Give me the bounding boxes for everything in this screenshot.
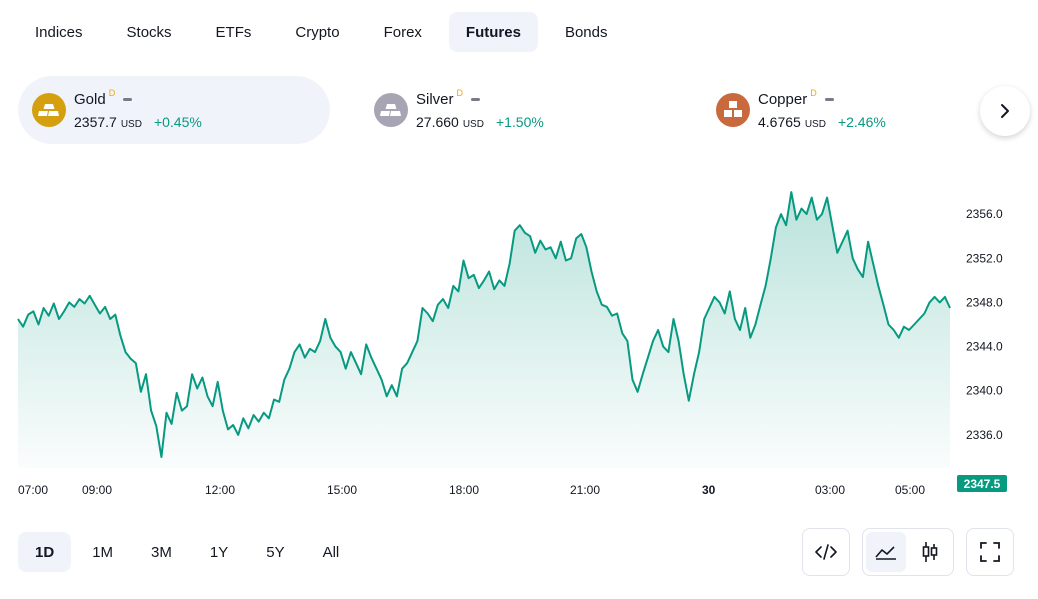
candlestick-chart-button[interactable] — [910, 532, 950, 572]
price-chart[interactable]: 2356.0 2352.0 2348.0 2344.0 2340.0 2336.0 07:0… — [0, 170, 1038, 510]
tab-stocks[interactable]: Stocks — [126, 23, 172, 41]
x-tick-label: 09:00 — [82, 483, 112, 497]
ticker-currency: USD — [120, 118, 142, 130]
ticker-card-gold[interactable]: Gold D 2357.7 USD +0.45% — [18, 76, 330, 144]
range-all-button[interactable]: All — [322, 543, 340, 561]
x-tick-label: 30 — [702, 483, 716, 497]
range-1m-button[interactable]: 1M — [92, 543, 114, 561]
tab-indices[interactable]: Indices — [35, 23, 83, 41]
range-3m-button[interactable]: 3M — [151, 543, 172, 561]
ticker-card-silver[interactable]: Silver D 27.660 USD +1.50% — [360, 76, 672, 144]
range-1d-button[interactable]: 1D — [18, 532, 72, 572]
price-line — [17, 191, 951, 458]
ticker-currency: USD — [804, 118, 826, 130]
ticker-change: +1.50% — [495, 113, 544, 130]
tab-etfs[interactable]: ETFs — [215, 23, 252, 41]
code-icon — [815, 544, 837, 560]
copper-blocks-icon — [716, 93, 750, 127]
fullscreen-icon — [980, 542, 1000, 562]
ticker-price: 2357.7 — [74, 113, 117, 130]
chart-style-toggle — [862, 528, 954, 576]
ticker-name: Silver — [416, 90, 454, 108]
x-tick-label: 21:00 — [570, 483, 600, 497]
ticker-name: Copper — [758, 90, 808, 108]
price-chart-svg: 2356.0 2352.0 2348.0 2344.0 2340.0 2336.0 07:0… — [17, 191, 1003, 497]
x-tick-label: 18:00 — [449, 483, 479, 497]
area-chart-icon — [875, 546, 896, 560]
chevron-right-icon — [1001, 104, 1009, 118]
y-tick-label: 2340.0 — [966, 384, 1003, 398]
embed-button[interactable] — [802, 528, 850, 576]
y-tick-label: 2356.0 — [966, 207, 1003, 221]
fullscreen-button[interactable] — [966, 528, 1014, 576]
silver-bars-icon — [374, 93, 408, 127]
last-price-label: 2347.5 — [957, 475, 1007, 492]
range-5y-button[interactable]: 5Y — [266, 543, 285, 561]
next-cards-button[interactable] — [980, 86, 1030, 136]
delay-badge: D — [810, 88, 817, 98]
ticker-price: 4.6765 — [758, 113, 801, 130]
tab-forex[interactable]: Forex — [383, 23, 422, 41]
price-area-fill — [18, 192, 950, 468]
delay-badge: D — [456, 88, 464, 98]
ticker-change: +2.46% — [837, 113, 886, 130]
x-tick-label: 05:00 — [895, 483, 925, 497]
ticker-card-copper[interactable]: Copper D 4.6765 USD +2.46% — [702, 76, 1014, 144]
x-tick-label: 07:00 — [18, 483, 48, 497]
ticker-cards: Gold D 2357.7 USD +0.45% Silver D 27.660 USD +… — [18, 76, 1030, 144]
tab-crypto[interactable]: Crypto — [295, 23, 340, 41]
market-tabs: Indices Stocks ETFs Crypto Forex Futures… — [18, 12, 634, 52]
ticker-currency: USD — [462, 118, 484, 130]
x-tick-label: 03:00 — [815, 483, 845, 497]
range-selector: 1D 1M 3M 1Y 5Y All — [18, 532, 360, 572]
x-tick-label: 15:00 — [327, 483, 357, 497]
y-tick-label: 2348.0 — [966, 295, 1003, 309]
ticker-change: +0.45% — [153, 113, 202, 130]
gold-bars-icon — [32, 93, 66, 127]
candlestick-icon — [922, 542, 938, 562]
ticker-price: 27.660 — [416, 113, 459, 130]
y-tick-label: 2352.0 — [966, 251, 1003, 265]
delay-badge: D — [108, 88, 116, 98]
range-1y-button[interactable]: 1Y — [209, 543, 229, 561]
market-status-icon — [123, 97, 133, 101]
y-tick-label: 2336.0 — [966, 428, 1003, 442]
market-status-icon — [471, 97, 481, 101]
tab-futures[interactable]: Futures — [448, 12, 538, 52]
area-chart-button[interactable] — [866, 532, 906, 572]
y-tick-label: 2344.0 — [966, 340, 1003, 354]
tab-bonds[interactable]: Bonds — [564, 23, 608, 41]
market-status-icon — [824, 97, 834, 101]
ticker-name: Gold — [74, 90, 106, 108]
x-tick-label: 12:00 — [205, 483, 235, 497]
